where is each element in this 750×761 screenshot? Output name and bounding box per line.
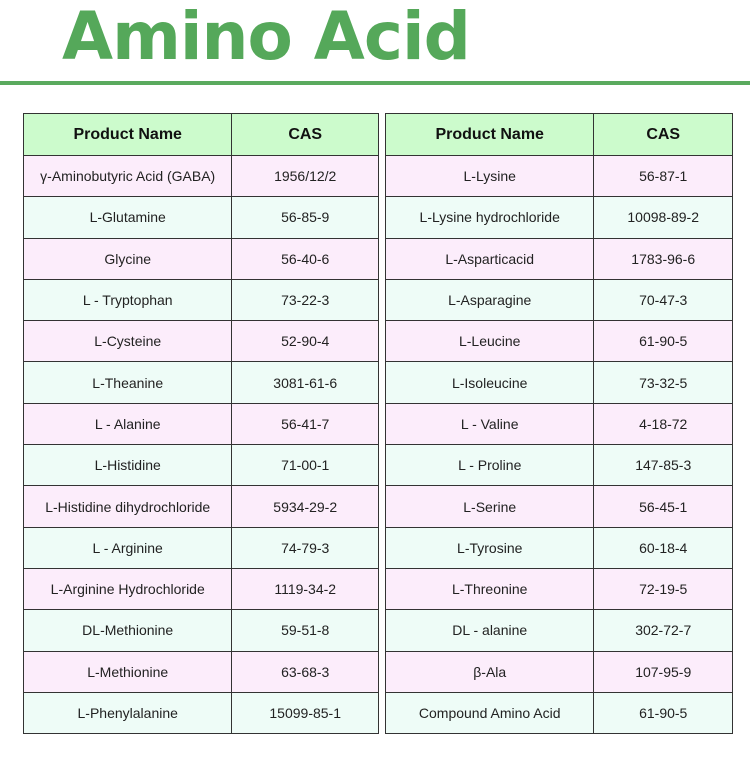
table-row: L - Arginine 74-79-3: [22, 526, 379, 569]
cas-cell: 1119-34-2: [231, 567, 379, 611]
cas-cell: 63-68-3: [231, 650, 379, 693]
header-cas: CAS: [593, 113, 733, 156]
table-row: L-Asparagine 70-47-3: [384, 278, 733, 322]
product-name-cell: L-Histidine: [22, 444, 233, 487]
product-name-cell: L-Leucine: [384, 320, 595, 363]
product-name-cell: L-Threonine: [384, 567, 595, 611]
product-name-cell: L-Lysine: [384, 154, 595, 198]
table-row: L-Glutamine 56-85-9: [22, 196, 379, 239]
cas-cell: 5934-29-2: [231, 485, 379, 528]
cas-cell: 56-45-1: [593, 485, 733, 528]
cas-cell: 72-19-5: [593, 567, 733, 611]
cas-cell: 1956/12/2: [231, 154, 379, 198]
cas-cell: 71-00-1: [231, 444, 379, 487]
product-name-cell: L-Phenylalanine: [22, 691, 233, 735]
cas-cell: 73-32-5: [593, 361, 733, 404]
product-name-cell: L-Methionine: [22, 650, 233, 693]
header-cas: CAS: [231, 113, 379, 156]
page-title: Amino Acid: [62, 0, 471, 75]
right-product-table: Product Name CAS L-Lysine 56-87-1 L-Lysine…: [384, 113, 733, 735]
table-row: L-Asparticacid 1783-96-6: [384, 237, 733, 280]
cas-cell: 1783-96-6: [593, 237, 733, 280]
table-row: L-Histidine dihydrochloride 5934-29-2: [22, 485, 379, 528]
table-row: L-Serine 56-45-1: [384, 485, 733, 528]
table-row: Compound Amino Acid 61-90-5: [384, 691, 733, 735]
product-name-cell: L - Valine: [384, 402, 595, 446]
cas-cell: 52-90-4: [231, 320, 379, 363]
product-name-cell: L-Lysine hydrochloride: [384, 196, 595, 239]
table-row: L-Tyrosine 60-18-4: [384, 526, 733, 569]
product-name-cell: Glycine: [22, 237, 233, 280]
table-header-row: Product Name CAS: [384, 113, 733, 156]
cas-cell: 15099-85-1: [231, 691, 379, 735]
product-name-cell: DL-Methionine: [22, 609, 233, 652]
product-name-cell: L-Cysteine: [22, 320, 233, 363]
product-name-cell: L-Isoleucine: [384, 361, 595, 404]
cas-cell: 56-40-6: [231, 237, 379, 280]
left-product-table: Product Name CAS γ-Aminobutyric Acid (GA…: [22, 113, 379, 735]
cas-cell: 61-90-5: [593, 691, 733, 735]
cas-cell: 56-41-7: [231, 402, 379, 446]
table-row: L-Theanine 3081-61-6: [22, 361, 379, 404]
product-name-cell: L-Theanine: [22, 361, 233, 404]
product-name-cell: L - Arginine: [22, 526, 233, 569]
product-name-cell: γ-Aminobutyric Acid (GABA): [22, 154, 233, 198]
table-row: γ-Aminobutyric Acid (GABA) 1956/12/2: [22, 154, 379, 198]
table-row: L-Phenylalanine 15099-85-1: [22, 691, 379, 735]
cas-cell: 59-51-8: [231, 609, 379, 652]
table-row: L - Proline 147-85-3: [384, 444, 733, 487]
product-name-cell: L-Tyrosine: [384, 526, 595, 569]
table-row: β-Ala 107-95-9: [384, 650, 733, 693]
table-header-row: Product Name CAS: [22, 113, 379, 156]
header-product-name: Product Name: [22, 113, 233, 156]
product-name-cell: L - Alanine: [22, 402, 233, 446]
table-row: DL - alanine 302-72-7: [384, 609, 733, 652]
product-name-cell: L - Tryptophan: [22, 278, 233, 322]
product-name-cell: L-Serine: [384, 485, 595, 528]
cas-cell: 61-90-5: [593, 320, 733, 363]
product-name-cell: DL - alanine: [384, 609, 595, 652]
cas-cell: 4-18-72: [593, 402, 733, 446]
product-name-cell: L-Arginine Hydrochloride: [22, 567, 233, 611]
cas-cell: 10098-89-2: [593, 196, 733, 239]
table-row: DL-Methionine 59-51-8: [22, 609, 379, 652]
product-name-cell: L-Histidine dihydrochloride: [22, 485, 233, 528]
product-name-cell: L - Proline: [384, 444, 595, 487]
cas-cell: 302-72-7: [593, 609, 733, 652]
cas-cell: 56-87-1: [593, 154, 733, 198]
header-product-name: Product Name: [384, 113, 595, 156]
title-divider: [0, 81, 750, 85]
table-row: L - Tryptophan 73-22-3: [22, 278, 379, 322]
table-row: Glycine 56-40-6: [22, 237, 379, 280]
table-row: L-Isoleucine 73-32-5: [384, 361, 733, 404]
cas-cell: 74-79-3: [231, 526, 379, 569]
table-row: L-Lysine hydrochloride 10098-89-2: [384, 196, 733, 239]
product-name-cell: Compound Amino Acid: [384, 691, 595, 735]
table-row: L - Valine 4-18-72: [384, 402, 733, 446]
table-row: L-Histidine 71-00-1: [22, 444, 379, 487]
cas-cell: 147-85-3: [593, 444, 733, 487]
table-row: L-Threonine 72-19-5: [384, 567, 733, 611]
product-name-cell: L-Glutamine: [22, 196, 233, 239]
cas-cell: 3081-61-6: [231, 361, 379, 404]
table-row: L-Lysine 56-87-1: [384, 154, 733, 198]
cas-cell: 73-22-3: [231, 278, 379, 322]
table-row: L - Alanine 56-41-7: [22, 402, 379, 446]
product-name-cell: L-Asparticacid: [384, 237, 595, 280]
cas-cell: 60-18-4: [593, 526, 733, 569]
product-name-cell: L-Asparagine: [384, 278, 595, 322]
table-row: L-Methionine 63-68-3: [22, 650, 379, 693]
table-row: L-Cysteine 52-90-4: [22, 320, 379, 363]
product-name-cell: β-Ala: [384, 650, 595, 693]
cas-cell: 56-85-9: [231, 196, 379, 239]
table-row: L-Arginine Hydrochloride 1119-34-2: [22, 567, 379, 611]
table-row: L-Leucine 61-90-5: [384, 320, 733, 363]
cas-cell: 70-47-3: [593, 278, 733, 322]
cas-cell: 107-95-9: [593, 650, 733, 693]
